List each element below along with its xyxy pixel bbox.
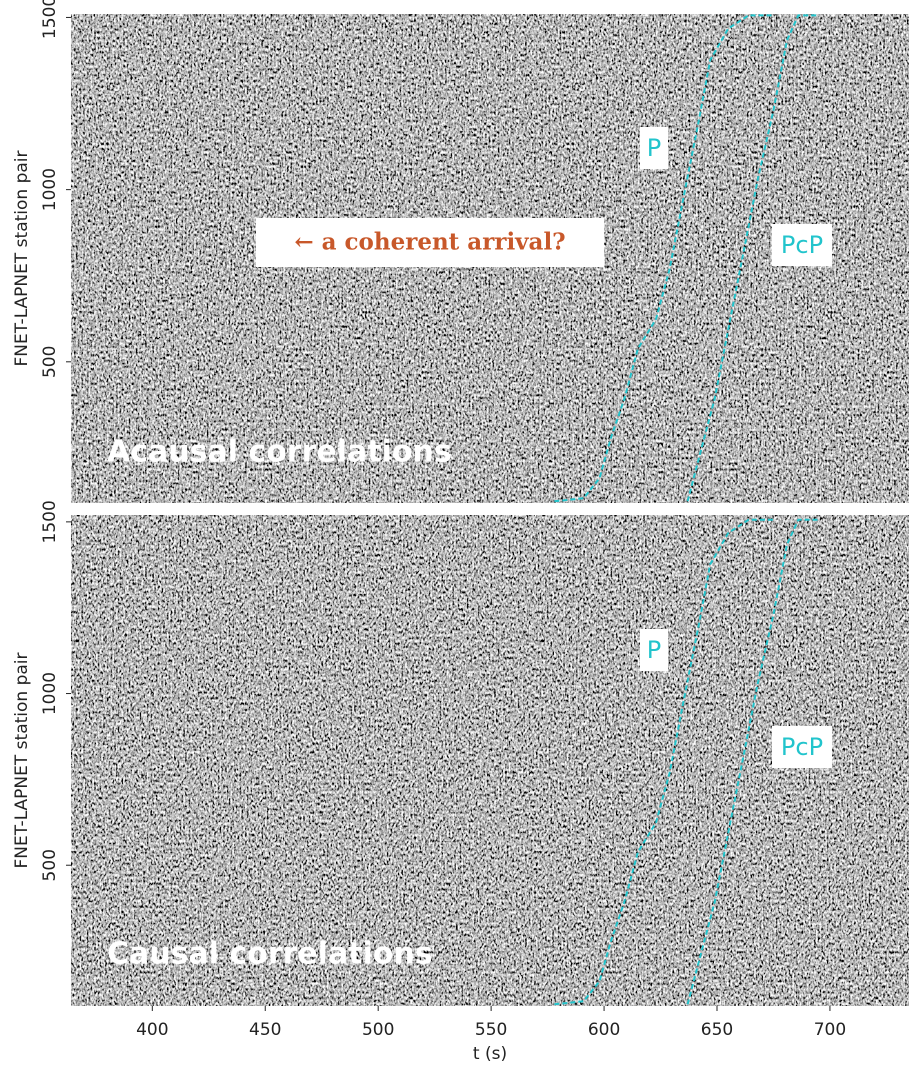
- curve-label-box: [640, 629, 668, 671]
- noise-image: [71, 515, 909, 1006]
- x-tick-label: 450: [249, 1020, 281, 1040]
- x-tick-label: 500: [362, 1020, 394, 1040]
- curve-label: PcP: [781, 231, 823, 259]
- x-axis-label: t (s): [473, 1044, 507, 1064]
- x-tick-label: 550: [475, 1020, 507, 1040]
- curve-label-box: [640, 127, 668, 169]
- annotation-box: [256, 218, 604, 267]
- curve-label-box: [772, 224, 832, 266]
- y-axis-label: FNET-LAPNET station pair: [12, 652, 32, 868]
- annotation: ← a coherent arrival?: [294, 229, 565, 256]
- x-tick-label: 650: [701, 1020, 733, 1040]
- y-tick-label: 500: [40, 346, 60, 378]
- y-tick-label: 1000: [40, 168, 60, 211]
- curve-label: P: [647, 134, 661, 162]
- curve-label: P: [647, 636, 661, 664]
- y-tick-label: 1000: [40, 672, 60, 715]
- curve-label-box: [772, 726, 832, 768]
- y-tick-label: 500: [40, 849, 60, 881]
- x-tick-label: 600: [588, 1020, 620, 1040]
- x-tick-label: 400: [136, 1020, 168, 1040]
- curve: [554, 14, 774, 503]
- curve: [686, 518, 819, 1005]
- y-axis-label: FNET-LAPNET station pair: [12, 150, 32, 366]
- panel-label: Causal correlations: [107, 937, 433, 972]
- curve: [686, 14, 819, 502]
- curve-label: PcP: [781, 733, 823, 761]
- curve: [554, 518, 774, 1006]
- x-tick-label: 700: [814, 1020, 846, 1040]
- y-tick-label: 1500: [40, 0, 60, 39]
- panel-label: Acausal correlations: [107, 435, 452, 470]
- y-tick-label: 1500: [40, 500, 60, 543]
